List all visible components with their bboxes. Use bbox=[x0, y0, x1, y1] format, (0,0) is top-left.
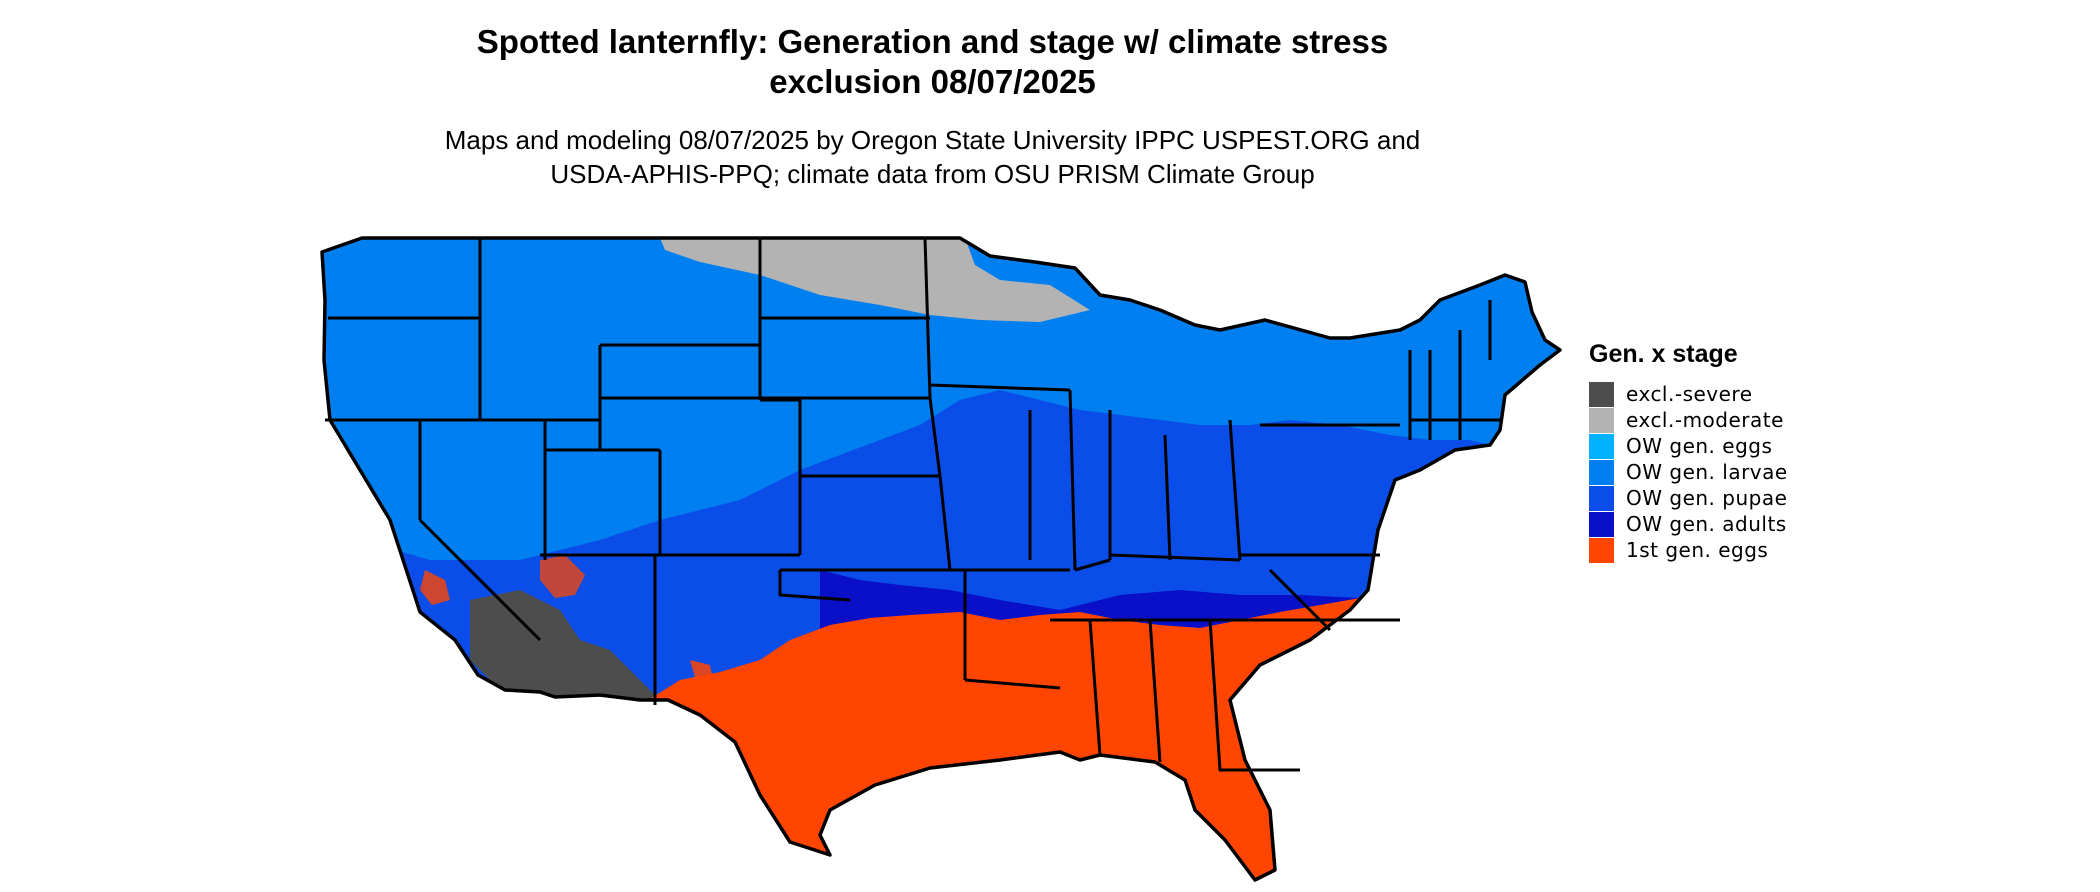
legend-swatch bbox=[1589, 459, 1614, 485]
legend-label: OW gen. eggs bbox=[1626, 434, 1773, 458]
legend-label: OW gen. pupae bbox=[1626, 486, 1788, 510]
legend-item-ow-pupae: OW gen. pupae bbox=[1589, 485, 1788, 511]
title-line-2: exclusion 08/07/2025 bbox=[769, 63, 1096, 100]
legend-swatch bbox=[1589, 511, 1614, 537]
legend-item-ow-eggs: OW gen. eggs bbox=[1589, 433, 1788, 459]
legend-item-excl-severe: excl.-severe bbox=[1589, 381, 1788, 407]
legend-swatch bbox=[1589, 485, 1614, 511]
subtitle-line-1: Maps and modeling 08/07/2025 by Oregon S… bbox=[444, 125, 1421, 155]
legend-swatch bbox=[1589, 407, 1614, 433]
legend-item-ow-adults: OW gen. adults bbox=[1589, 511, 1788, 537]
legend-title: Gen. x stage bbox=[1589, 340, 1738, 368]
title-line-1: Spotted lanternfly: Generation and stage… bbox=[476, 23, 1389, 60]
legend-item-excl-moderate: excl.-moderate bbox=[1589, 407, 1788, 433]
legend-swatch bbox=[1589, 537, 1614, 563]
us-map bbox=[320, 236, 1562, 882]
legend-label: OW gen. larvae bbox=[1626, 460, 1788, 484]
legend-item-1st-gen-eggs: 1st gen. eggs bbox=[1589, 537, 1788, 563]
legend-label: excl.-moderate bbox=[1626, 408, 1784, 432]
legend-label: excl.-severe bbox=[1626, 382, 1753, 406]
legend-swatch bbox=[1589, 433, 1614, 459]
map-title: Spotted lanternfly: Generation and stage… bbox=[0, 22, 1865, 102]
legend: Gen. x stage excl.-severe excl.-moderate… bbox=[1589, 340, 1788, 563]
subtitle-line-2: USDA-APHIS-PPQ; climate data from OSU PR… bbox=[550, 159, 1315, 189]
map-subtitle: Maps and modeling 08/07/2025 by Oregon S… bbox=[0, 123, 1865, 191]
legend-swatch bbox=[1589, 381, 1614, 407]
legend-item-ow-larvae: OW gen. larvae bbox=[1589, 459, 1788, 485]
legend-label: OW gen. adults bbox=[1626, 512, 1787, 536]
legend-label: 1st gen. eggs bbox=[1626, 538, 1769, 562]
